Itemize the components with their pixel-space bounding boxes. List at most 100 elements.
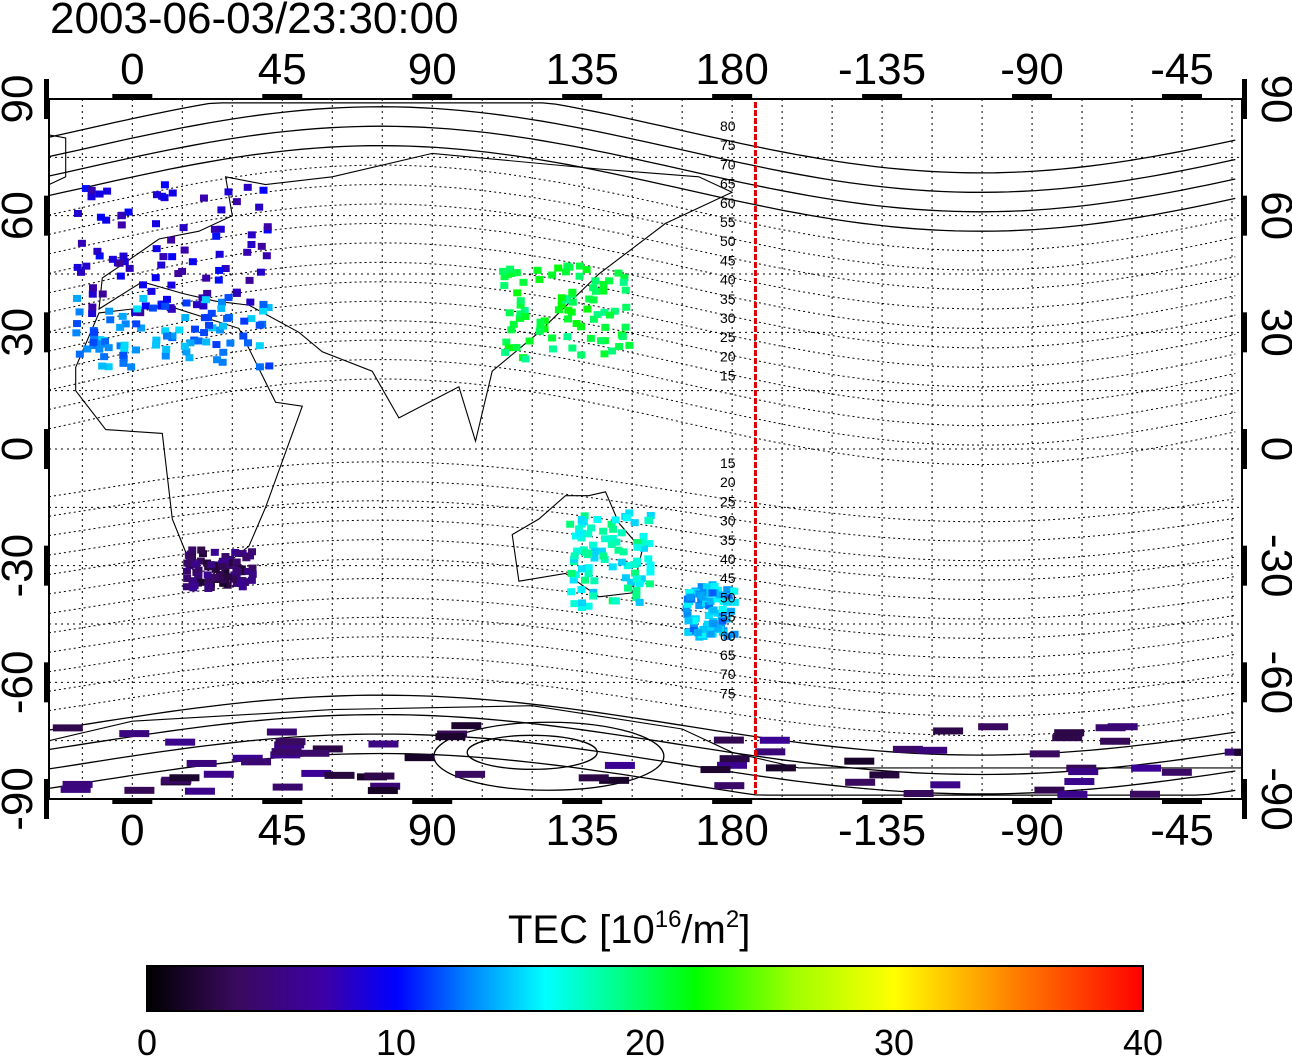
tec-cell (730, 598, 739, 606)
contour-line (49, 655, 1236, 717)
tec-cell (232, 754, 263, 762)
tec-cell (174, 270, 183, 278)
tec-cell (499, 267, 508, 275)
tec-cell (180, 246, 189, 254)
tec-cell (136, 309, 145, 317)
tec-cell (119, 359, 128, 367)
colorbar-title-exp1: 16 (654, 906, 682, 933)
tec-cell (186, 759, 217, 767)
tec-cell (247, 576, 256, 584)
tec-cell (248, 570, 257, 578)
tec-cell (719, 755, 750, 763)
tec-cell (90, 328, 99, 336)
lat-tick-label-left: -60 (0, 651, 42, 715)
tec-cell (168, 253, 177, 261)
tec-cell (705, 602, 714, 610)
contour-label-south: 55 (720, 609, 736, 625)
tec-cell (686, 593, 695, 601)
tec-cell (88, 284, 97, 292)
tec-cell (645, 580, 654, 588)
tec-cell (639, 544, 648, 552)
tec-cell (73, 209, 82, 217)
tec-cell (76, 268, 85, 276)
lon-tick-bar-bottom (262, 799, 303, 804)
tec-cell (600, 350, 609, 358)
tec-cell (519, 278, 528, 286)
tec-cell (714, 782, 745, 790)
tec-cell (256, 268, 265, 276)
tec-cell (62, 780, 93, 788)
tec-cell (683, 600, 692, 608)
coastline (98, 152, 734, 444)
tec-cell (368, 740, 399, 748)
tec-cell (1029, 750, 1060, 758)
tec-cell (605, 311, 614, 319)
contour-label-north: 50 (720, 233, 736, 249)
tec-cell (724, 594, 733, 602)
tec-cell (869, 771, 900, 779)
contour-line (49, 616, 1236, 678)
tec-cell (224, 188, 233, 196)
tec-cell (623, 562, 632, 570)
tec-cell (265, 362, 274, 370)
tec-cell (162, 295, 171, 303)
tec-cell (557, 294, 566, 302)
tec-cell (233, 568, 242, 576)
tec-cell (700, 766, 731, 774)
tec-cell (1034, 786, 1065, 794)
tec-cell (324, 771, 355, 779)
lat-tick-bar-left (44, 545, 49, 586)
tec-cell (106, 316, 115, 324)
tec-cell (714, 624, 723, 632)
tec-cell (404, 754, 435, 762)
tec-cell (218, 563, 227, 571)
tec-cell (218, 322, 227, 330)
tec-cell (584, 570, 593, 578)
tec-cell (201, 314, 210, 322)
lat-tick-bar-right (1242, 429, 1247, 469)
lon-tick-label-top: 135 (545, 45, 618, 94)
lon-tick-label-bottom: 90 (408, 806, 457, 855)
lat-tick-label-right: -90 (1252, 767, 1292, 831)
colorbar-title-end: ] (739, 908, 751, 952)
tec-cell (512, 269, 521, 277)
tec-cell (185, 354, 194, 362)
tec-cell (646, 511, 655, 519)
tec-cell (570, 600, 579, 608)
tec-cell (95, 190, 104, 198)
tec-cell (197, 546, 206, 554)
tec-cell (1057, 790, 1088, 798)
tec-cell (722, 598, 731, 606)
tec-cell (95, 345, 104, 353)
contour-label-south: 65 (720, 647, 736, 663)
colorbar-title-main: TEC [10 (508, 908, 655, 952)
tec-cell (221, 568, 230, 576)
tec-cell (124, 786, 155, 794)
tec-cell (609, 525, 618, 533)
tec-cell (580, 512, 589, 520)
tec-cell (590, 547, 599, 555)
tec-cell (600, 555, 609, 563)
tec-cell (608, 347, 617, 355)
tec-cell (516, 297, 525, 305)
tec-cell (104, 363, 113, 371)
lon-tick-label-top: 90 (408, 45, 457, 94)
tec-cell (210, 225, 219, 233)
tec-cell (564, 315, 573, 323)
tec-cell (232, 579, 241, 587)
tec-cell (184, 787, 215, 795)
tec-cell (573, 547, 582, 555)
tec-cell (218, 298, 227, 306)
tec-cell (223, 314, 232, 322)
tec-cell (611, 516, 620, 524)
tec-cell (578, 599, 587, 607)
tec-cell (577, 351, 586, 359)
tec-cell (621, 574, 630, 582)
tec-cell (167, 236, 176, 244)
tec-cell (565, 263, 574, 271)
tec-cell (1224, 748, 1242, 756)
tec-cell (181, 314, 190, 322)
tec-cell (214, 276, 223, 284)
tec-cell (263, 223, 272, 231)
tec-cell (683, 611, 692, 619)
